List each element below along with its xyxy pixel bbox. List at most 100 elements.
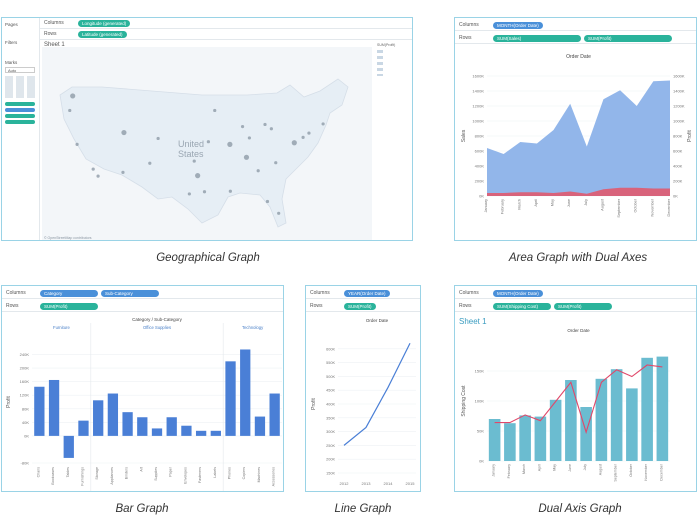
marks-pill-3[interactable] <box>5 114 35 118</box>
area-rows-shelf[interactable]: Rows SUM(Sales) SUM(Profit) <box>455 33 696 44</box>
area-xtick: January <box>484 199 488 213</box>
bar-group-label: Office Supplies <box>143 325 171 330</box>
marks-type-dropdown[interactable]: Auto <box>5 67 35 73</box>
bar-rows-shelf[interactable]: Rows SUM(Profit) <box>2 301 283 312</box>
bar-xtick: Furnishings <box>80 467 84 486</box>
sum-shipping-cost-pill[interactable]: SUM(Shipping Cost) <box>493 302 551 310</box>
map-point <box>269 127 273 131</box>
bar-ytick: 120K <box>20 393 30 398</box>
sum-profit-pill[interactable]: SUM(Profit) <box>344 302 376 310</box>
columns-shelf-label: Columns <box>310 290 330 296</box>
area-ytick-right: 1600K <box>673 74 685 79</box>
marks-buttons[interactable] <box>5 76 35 98</box>
bar-group-label: Technology <box>242 325 264 330</box>
geo-map: United States © OpenStreetMap contributo… <box>42 47 372 240</box>
bar-columns-shelf[interactable]: Columns Category Sub-Category <box>2 288 283 299</box>
bar-xtick: Storage <box>95 467 99 480</box>
bar-ytick: 160K <box>20 379 30 384</box>
dual-xtick: January <box>492 464 496 477</box>
caption-dual: Dual Axis Graph <box>538 503 622 515</box>
rows-shelf-label: Rows <box>459 35 472 41</box>
sub-category-pill[interactable]: Sub-Category <box>101 289 159 297</box>
area-xtick: August <box>600 198 604 211</box>
sum-profit-pill[interactable]: SUM(Profit) <box>40 302 98 310</box>
line-ytick: 200K <box>326 458 335 462</box>
dual-xtick: June <box>568 464 572 472</box>
line-xtick: 2014 <box>384 481 394 486</box>
bar-ytick: 240K <box>20 352 30 357</box>
columns-shelf-label: Columns <box>44 20 64 26</box>
bar-xtick: Fasteners <box>198 467 202 483</box>
longitude-pill[interactable]: Longitude (generated) <box>78 19 131 27</box>
dual-xtick: December <box>659 463 663 480</box>
bar <box>48 379 60 436</box>
dual-xtick: August <box>598 464 602 475</box>
line-columns-shelf[interactable]: Columns YEAR(Order Date) <box>306 288 420 299</box>
line-rows-shelf[interactable]: Rows SUM(Profit) <box>306 301 420 312</box>
bar <box>93 400 104 436</box>
map-point <box>240 125 245 129</box>
map-point <box>187 192 191 196</box>
bar-xtick: Chairs <box>36 467 40 478</box>
area-ylabel-left: Sales <box>461 129 467 142</box>
category-pill[interactable]: Category <box>40 289 98 297</box>
dual-columns-shelf[interactable]: Columns MONTH(Order Date) <box>455 288 696 299</box>
area-ytick-right: 200K <box>673 179 683 184</box>
area-ylabel-right: Profit <box>687 130 693 142</box>
line-xtick: 2013 <box>362 481 372 486</box>
dual-rows-shelf[interactable]: Rows SUM(Shipping Cost) SUM(Profit) <box>455 301 696 312</box>
us-land-shape <box>59 78 349 228</box>
bar <box>240 349 251 436</box>
marks-pill-1[interactable] <box>5 102 35 106</box>
area-columns-shelf[interactable]: Columns MONTH(Order Date) <box>455 20 696 31</box>
sum-profit-pill[interactable]: SUM(Profit) <box>584 34 672 42</box>
line-xtick: 2012 <box>340 481 350 486</box>
month-order-date-pill[interactable]: MONTH(Order Date) <box>493 21 543 29</box>
line-ytick: 250K <box>326 444 335 448</box>
map-point <box>274 161 278 165</box>
marks-label: Marks <box>5 60 18 65</box>
map-point <box>96 174 100 178</box>
map-point <box>243 154 250 160</box>
map-point <box>206 140 210 144</box>
geo-rows-shelf[interactable]: Rows Latitude (generated) <box>40 29 412 40</box>
marks-pill-4[interactable] <box>5 120 35 124</box>
dual-bar <box>641 357 653 461</box>
line-panel: Columns YEAR(Order Date) Rows SUM(Profit… <box>305 285 421 492</box>
area-ytick-left: 1400K <box>472 89 484 94</box>
map-point <box>91 167 95 171</box>
area-ytick-right: 1400K <box>673 89 685 94</box>
bar-xtick: Paper <box>169 466 173 476</box>
dual-ytick: 0K <box>479 459 484 464</box>
bar-ytick: 0K <box>24 433 29 438</box>
area-ytick-left: 1000K <box>472 119 484 124</box>
dual-xtick: April <box>537 464 541 471</box>
map-point <box>121 170 125 174</box>
bar <box>225 361 236 436</box>
sum-profit-pill[interactable]: SUM(Profit) <box>554 302 612 310</box>
sum-sales-pill[interactable]: SUM(Sales) <box>493 34 581 42</box>
bar <box>137 417 148 436</box>
marks-pill-2[interactable] <box>5 108 35 112</box>
pages-label: Pages <box>5 22 18 27</box>
dual-bar <box>519 415 531 461</box>
bar-xtick: Copiers <box>242 467 246 480</box>
line-ytick: 600K <box>326 347 335 351</box>
dual-bar <box>656 356 669 461</box>
line-series <box>343 343 411 446</box>
area-xtick: April <box>534 199 538 207</box>
map-point <box>202 190 207 194</box>
area-ytick-right: 800K <box>673 134 683 139</box>
dual-xtick: May <box>553 464 557 471</box>
caption-geo: Geographical Graph <box>156 252 260 264</box>
geo-columns-shelf[interactable]: Columns Longitude (generated) <box>40 18 412 29</box>
dual-bar <box>534 416 547 461</box>
dual-xtick: March <box>522 464 526 474</box>
bar <box>78 420 89 436</box>
caption-line: Line Graph <box>334 503 392 515</box>
area-xtick: September <box>617 198 621 217</box>
latitude-pill[interactable]: Latitude (generated) <box>78 30 127 38</box>
year-order-date-pill[interactable]: YEAR(Order Date) <box>344 289 390 297</box>
month-order-date-pill[interactable]: MONTH(Order Date) <box>493 289 543 297</box>
dual-xtick: September <box>614 463 618 481</box>
